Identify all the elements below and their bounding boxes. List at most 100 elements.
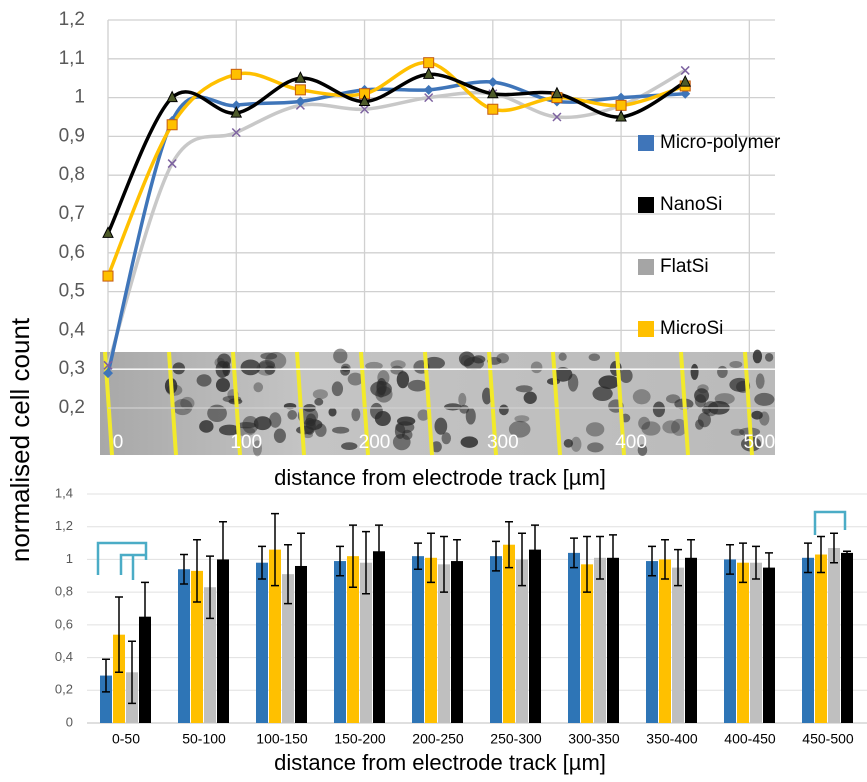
error-bar <box>414 542 422 570</box>
cell-blob <box>253 416 272 431</box>
error-bar <box>765 552 773 584</box>
error-bar <box>518 532 526 587</box>
marker <box>103 360 113 370</box>
x-axis-title: distance from electrode track [µm] <box>274 750 606 775</box>
cell-blob <box>390 365 404 375</box>
y-tick-label: 0,4 <box>59 319 86 340</box>
cell-blob <box>553 367 573 382</box>
error-bar <box>596 535 604 580</box>
error-bar <box>219 521 227 598</box>
bar <box>139 616 151 723</box>
cell-blob <box>370 381 392 397</box>
marker <box>487 77 498 88</box>
cell-blob <box>269 412 282 428</box>
error-bar <box>453 539 461 584</box>
error-bar <box>102 658 110 693</box>
y-tick-label: 1,2 <box>59 9 85 30</box>
cell-blob <box>328 407 337 417</box>
cell-blob <box>587 442 604 453</box>
x-tick-label: 0 <box>113 432 124 453</box>
cell-blob <box>273 428 286 443</box>
bar <box>295 565 307 723</box>
cell-blob <box>641 421 661 436</box>
marker <box>551 86 563 99</box>
bar <box>451 561 463 723</box>
error-bar <box>349 524 357 588</box>
x-tick-label: 450-500 <box>802 731 854 747</box>
y-tick-label: 0,6 <box>55 616 73 631</box>
y-axis-title: normalised cell count <box>5 317 35 562</box>
marker <box>166 90 178 103</box>
y-tick-label: 0,2 <box>59 397 85 418</box>
x-tick-label: 350-400 <box>646 731 698 747</box>
cell-blob <box>764 352 774 362</box>
legend-swatch <box>638 259 654 275</box>
cell-blob <box>632 389 651 405</box>
cell-blob <box>514 415 530 423</box>
error-bar <box>115 596 123 674</box>
x-tick-label: 500 <box>743 432 775 453</box>
error-bar <box>583 535 591 593</box>
bar <box>113 634 125 723</box>
bar <box>685 557 697 723</box>
error-bar <box>427 532 435 584</box>
cell-blob <box>465 407 476 425</box>
marker <box>295 96 306 107</box>
y-tick-label: 0,8 <box>55 584 73 599</box>
cell-blob <box>392 433 411 451</box>
error-bar <box>284 543 292 605</box>
error-bar <box>141 581 149 652</box>
x-tick-label: 100 <box>230 432 262 453</box>
error-bar <box>570 537 578 569</box>
y-tick-label: 0,6 <box>59 242 85 263</box>
cell-blob <box>390 360 406 370</box>
y-tick-label: 1,2 <box>55 518 73 533</box>
bar <box>347 556 359 723</box>
cell-blob <box>431 441 442 453</box>
cell-blob <box>523 391 537 404</box>
series-line <box>106 60 686 277</box>
bar <box>607 557 619 723</box>
bar <box>178 569 190 723</box>
cell-blob <box>253 382 264 393</box>
cell-blob <box>752 349 763 364</box>
cell-blob <box>690 363 699 380</box>
bar <box>412 556 424 723</box>
x-tick-label: 0-50 <box>112 731 140 747</box>
error-bar <box>440 535 448 593</box>
cell-blob <box>252 440 262 457</box>
error-bar <box>128 640 136 705</box>
error-bar <box>336 545 344 577</box>
bar-chart: 0 0,2 0,4 0,6 0,8 1 1,2 1,4 0-50 50-100 100-150 150… <box>55 485 867 775</box>
marker <box>358 94 371 106</box>
cell-blob <box>619 368 633 384</box>
cell-blob <box>754 392 775 406</box>
cell-blob <box>471 355 486 364</box>
cell-blob <box>498 404 509 416</box>
cell-blob <box>312 389 328 400</box>
bar <box>334 561 346 723</box>
cell-blob <box>258 360 276 370</box>
marker <box>103 368 113 379</box>
bar <box>503 544 515 723</box>
error-bar <box>687 539 695 577</box>
cell-blob <box>515 385 533 393</box>
bar <box>828 547 840 723</box>
bar <box>282 574 294 723</box>
y-tick-label: 0,5 <box>59 281 85 302</box>
cell-blob <box>558 352 567 361</box>
bar <box>269 549 281 723</box>
bar <box>672 567 684 723</box>
marker <box>679 74 692 87</box>
bar <box>646 561 658 723</box>
bar <box>724 559 736 723</box>
cell-blob <box>314 398 324 406</box>
y-tick-label: 0,7 <box>59 203 85 224</box>
cell-blob <box>417 409 430 421</box>
legend-swatch <box>638 197 654 213</box>
cell-blob <box>215 377 230 393</box>
cell-blob <box>444 403 462 411</box>
error-bar <box>648 545 656 577</box>
cell-blob <box>441 432 452 445</box>
cell-blob <box>242 415 259 434</box>
